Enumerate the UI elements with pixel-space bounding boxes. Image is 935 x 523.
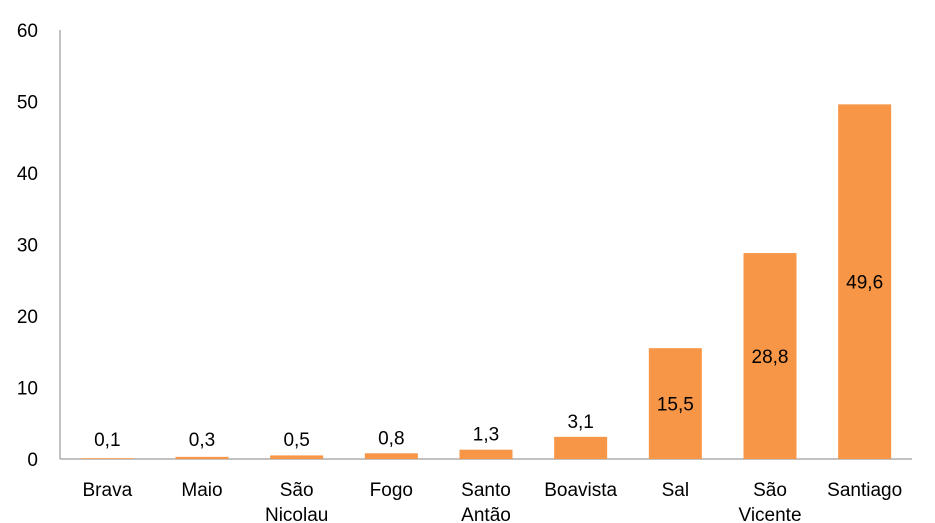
y-tick-label: 10 [17, 379, 38, 400]
y-tick-label: 20 [17, 307, 38, 328]
bar [648, 348, 702, 459]
x-category-label: São Nicolau [265, 480, 328, 523]
x-category-label: Maio [181, 480, 222, 501]
x-category-label-line: Sal [662, 480, 689, 501]
x-category-label: Santiago [827, 480, 902, 501]
x-category-label-line: São [280, 480, 314, 501]
x-category-label-line: Santiago [827, 480, 902, 501]
data-label: 49,6 [846, 273, 883, 294]
bar [743, 253, 797, 459]
bar [554, 436, 608, 459]
x-category-label-line: Boavista [544, 480, 617, 501]
bar [80, 458, 134, 459]
data-label: 0,5 [283, 430, 309, 451]
data-label: 1,3 [473, 425, 499, 446]
data-label: 28,8 [752, 347, 789, 368]
x-category-label-line: Vicente [738, 505, 801, 523]
x-category-label: Sal [662, 480, 689, 501]
bar [364, 453, 418, 459]
x-category-label: São Vicente [738, 480, 801, 523]
x-category-label-line: Maio [181, 480, 222, 501]
bar [838, 104, 892, 460]
x-category-label-line: Nicolau [265, 505, 328, 523]
x-category-label-line: Fogo [370, 480, 413, 501]
y-tick-label: 30 [17, 236, 38, 257]
x-category-label-line: São [753, 480, 787, 501]
y-tick-label: 0 [27, 450, 38, 471]
x-category-label-line: Santo [461, 480, 511, 501]
x-category-label-line: Antão [461, 505, 511, 523]
y-tick-label: 40 [17, 164, 38, 185]
data-label: 15,5 [657, 395, 694, 416]
bar [175, 456, 229, 459]
data-label: 0,1 [94, 430, 120, 451]
bar [270, 455, 324, 459]
x-category-label-line: Brava [83, 480, 133, 501]
x-category-label: Fogo [370, 480, 413, 501]
data-label: 0,8 [378, 428, 404, 449]
bar [459, 449, 513, 459]
y-tick-label: 60 [17, 21, 38, 42]
x-category-label: Santo Antão [461, 480, 511, 523]
data-label: 0,3 [189, 430, 215, 451]
x-category-label: Brava [83, 480, 133, 501]
x-category-label: Boavista [544, 480, 617, 501]
data-label: 3,1 [567, 412, 593, 433]
y-tick-label: 50 [17, 93, 38, 114]
